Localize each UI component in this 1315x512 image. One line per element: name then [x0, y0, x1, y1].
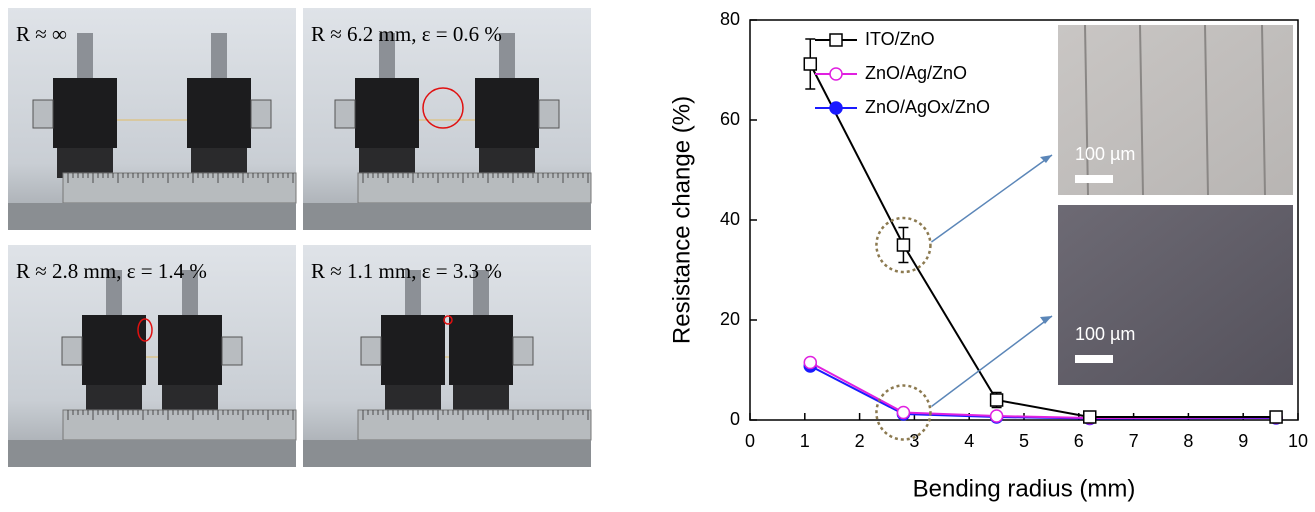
x-tick-label: 10 [1288, 431, 1308, 451]
photo-label: R ≈ ∞ [16, 22, 67, 46]
arrow [931, 154, 1053, 243]
x-tick-label: 4 [964, 431, 974, 451]
stage [303, 440, 591, 467]
photo: R ≈ 6.2 mm, ε = 0.6 % [303, 8, 592, 230]
marker [896, 238, 911, 252]
red-circle [422, 87, 464, 129]
legend-label: ITO/ZnO [865, 29, 935, 49]
photo: R ≈ 1.1 mm, ε = 3.3 % [303, 245, 592, 467]
knob [334, 99, 356, 129]
marker [989, 393, 1004, 407]
photo-label: R ≈ 6.2 mm, ε = 0.6 % [311, 22, 502, 46]
inset-stripe [1139, 24, 1144, 196]
ruler [357, 172, 592, 204]
scale-bar [1075, 355, 1113, 363]
clamp-block [475, 78, 539, 148]
scale-bar [1075, 175, 1113, 183]
red-circle [137, 318, 153, 342]
x-tick-label: 8 [1183, 431, 1193, 451]
knob [538, 99, 560, 129]
clamp-block [158, 315, 222, 385]
inset-stripe [1204, 24, 1209, 196]
chart: 100 µm 100 µm 0 1 2 3 4 5 6 7 8 9 10 0 20 40 60 80 Bending… [668, 9, 1308, 503]
series [803, 38, 1283, 424]
arrow-head [1040, 155, 1052, 163]
photo-label: R ≈ 1.1 mm, ε = 3.3 % [311, 259, 502, 283]
stage [8, 203, 296, 230]
marker [989, 409, 1004, 423]
legend-marker [829, 67, 843, 81]
scale-label: 100 µm [1075, 324, 1135, 344]
x-tick-label: 9 [1238, 431, 1248, 451]
clamp-block [187, 78, 251, 148]
y-tick-label: 60 [720, 109, 740, 129]
knob [221, 336, 243, 366]
y-tick-label: 40 [720, 209, 740, 229]
legend-marker [829, 101, 843, 115]
marker [1269, 410, 1283, 424]
x-tick-label: 6 [1074, 431, 1084, 451]
marker [1083, 410, 1097, 424]
inset-stripe [1261, 24, 1266, 196]
knob [360, 336, 382, 366]
clamp-block [449, 315, 513, 385]
inset-stripe [1084, 24, 1089, 196]
y-tick-label: 20 [720, 309, 740, 329]
clamp-block [381, 315, 445, 385]
stage [303, 203, 591, 230]
highlight-circle [875, 216, 932, 274]
x-tick-label: 3 [909, 431, 919, 451]
arrow-head [1040, 316, 1052, 324]
inset-image [1058, 25, 1293, 195]
ruler [357, 409, 592, 441]
clamp-block [82, 315, 146, 385]
x-tick-label: 1 [800, 431, 810, 451]
y-tick-label: 80 [720, 9, 740, 29]
y-axis-title: Resistance change (%) [668, 96, 695, 344]
marker [896, 405, 911, 420]
x-axis-title: Bending radius (mm) [913, 475, 1136, 502]
marker [803, 355, 818, 370]
legend-label: ZnO/AgOx/ZnO [865, 97, 990, 117]
highlight-circle [875, 384, 932, 441]
arrow [930, 315, 1053, 408]
knob [250, 99, 272, 129]
clamp-block [53, 78, 117, 148]
x-tick-label: 5 [1019, 431, 1029, 451]
knob [512, 336, 534, 366]
stage [8, 440, 296, 467]
knob [61, 336, 83, 366]
marker [803, 57, 818, 71]
legend-marker [829, 33, 843, 47]
x-tick-label: 2 [855, 431, 865, 451]
x-tick-label: 0 [745, 431, 755, 451]
x-tick-label: 7 [1129, 431, 1139, 451]
knob [32, 99, 54, 129]
photo-panels: R ≈ ∞ R ≈ 6.2 mm, ε = 0.6 % R ≈ 2.8 mm, ε … [8, 8, 592, 467]
red-circle [443, 315, 453, 325]
legend-label: ZnO/Ag/ZnO [865, 63, 967, 83]
scale-label: 100 µm [1075, 144, 1135, 164]
clamp-block [355, 78, 419, 148]
photo: R ≈ 2.8 mm, ε = 1.4 % [8, 245, 297, 467]
legend: ITO/ZnO ZnO/Ag/ZnO ZnO/AgOx/ZnO [815, 29, 990, 117]
y-tick-label: 0 [730, 409, 740, 429]
photo-label: R ≈ 2.8 mm, ε = 1.4 % [16, 259, 207, 283]
photo: R ≈ ∞ [8, 8, 297, 230]
